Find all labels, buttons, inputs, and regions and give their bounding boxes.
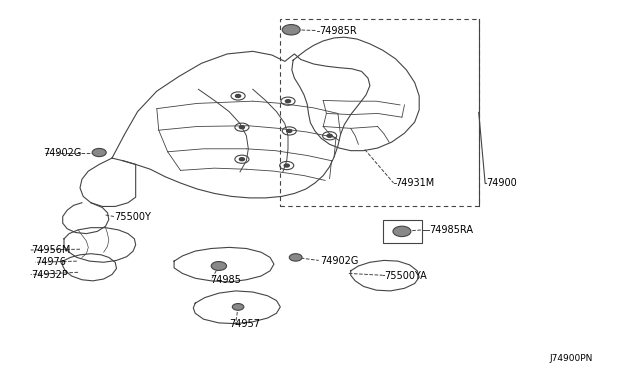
Circle shape [92, 148, 106, 157]
Text: J74900PN: J74900PN [549, 355, 593, 363]
Circle shape [287, 129, 292, 132]
Circle shape [289, 254, 302, 261]
Text: 74902G: 74902G [320, 256, 358, 266]
Text: 74956M: 74956M [31, 245, 70, 255]
Text: 74976: 74976 [35, 257, 66, 267]
Text: 74957: 74957 [229, 320, 260, 329]
Text: 74931M: 74931M [396, 178, 435, 188]
Circle shape [284, 164, 289, 167]
Circle shape [232, 304, 244, 310]
Circle shape [239, 126, 244, 129]
Text: 74985: 74985 [210, 275, 241, 285]
Bar [383, 220, 422, 243]
Circle shape [393, 226, 411, 237]
Circle shape [236, 94, 241, 97]
Circle shape [239, 158, 244, 161]
Circle shape [327, 134, 332, 137]
Circle shape [285, 100, 291, 103]
Bar [280, 19, 479, 206]
Text: 75500Y: 75500Y [114, 212, 151, 221]
Text: 74985RA: 74985RA [429, 225, 473, 235]
Text: 75500YA: 75500YA [384, 271, 427, 281]
Text: 74932P: 74932P [31, 270, 68, 280]
Text: 74902G: 74902G [44, 148, 82, 157]
Circle shape [211, 262, 227, 270]
Text: 74900: 74900 [486, 178, 517, 188]
Text: 74985R: 74985R [319, 26, 356, 35]
Circle shape [282, 25, 300, 35]
